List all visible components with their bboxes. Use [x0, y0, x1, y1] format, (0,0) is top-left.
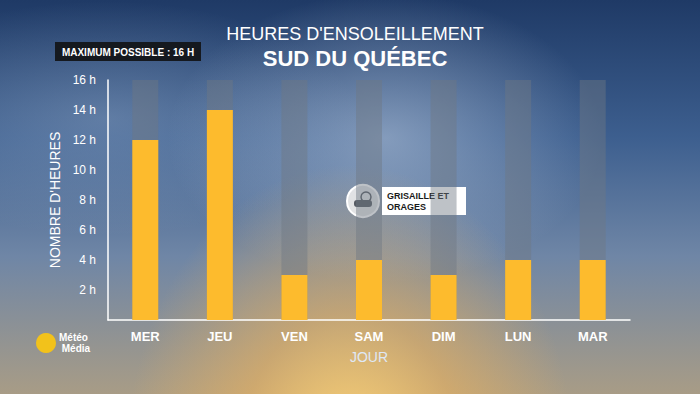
- svg-text:JOUR: JOUR: [350, 349, 388, 365]
- svg-text:14 h: 14 h: [73, 103, 96, 117]
- svg-text:Météo: Météo: [59, 332, 88, 343]
- svg-text:JEU: JEU: [207, 329, 232, 344]
- svg-text:16 h: 16 h: [73, 73, 96, 87]
- svg-text:4 h: 4 h: [79, 253, 96, 267]
- svg-text:2 h: 2 h: [79, 283, 96, 297]
- svg-text:MAXIMUM POSSIBLE : 16 H: MAXIMUM POSSIBLE : 16 H: [62, 47, 194, 58]
- svg-text:GRISAILLE ET: GRISAILLE ET: [387, 190, 452, 201]
- svg-text:SUD DU QUÉBEC: SUD DU QUÉBEC: [263, 46, 448, 71]
- svg-text:NOMBRE D'HEURES: NOMBRE D'HEURES: [47, 132, 63, 268]
- svg-text:6 h: 6 h: [79, 223, 96, 237]
- svg-text:10 h: 10 h: [73, 163, 96, 177]
- svg-text:MER: MER: [131, 329, 161, 344]
- svg-text:HEURES D'ENSOLEILLEMENT: HEURES D'ENSOLEILLEMENT: [226, 24, 484, 44]
- svg-text:SAM: SAM: [355, 329, 384, 344]
- svg-text:12 h: 12 h: [73, 133, 96, 147]
- svg-text:MAR: MAR: [578, 329, 608, 344]
- svg-text:VEN: VEN: [281, 329, 308, 344]
- svg-text:Média: Média: [59, 343, 91, 354]
- svg-text:DIM: DIM: [432, 329, 456, 344]
- svg-text:LUN: LUN: [505, 329, 532, 344]
- svg-text:ORAGES: ORAGES: [387, 202, 426, 212]
- svg-text:8 h: 8 h: [79, 193, 96, 207]
